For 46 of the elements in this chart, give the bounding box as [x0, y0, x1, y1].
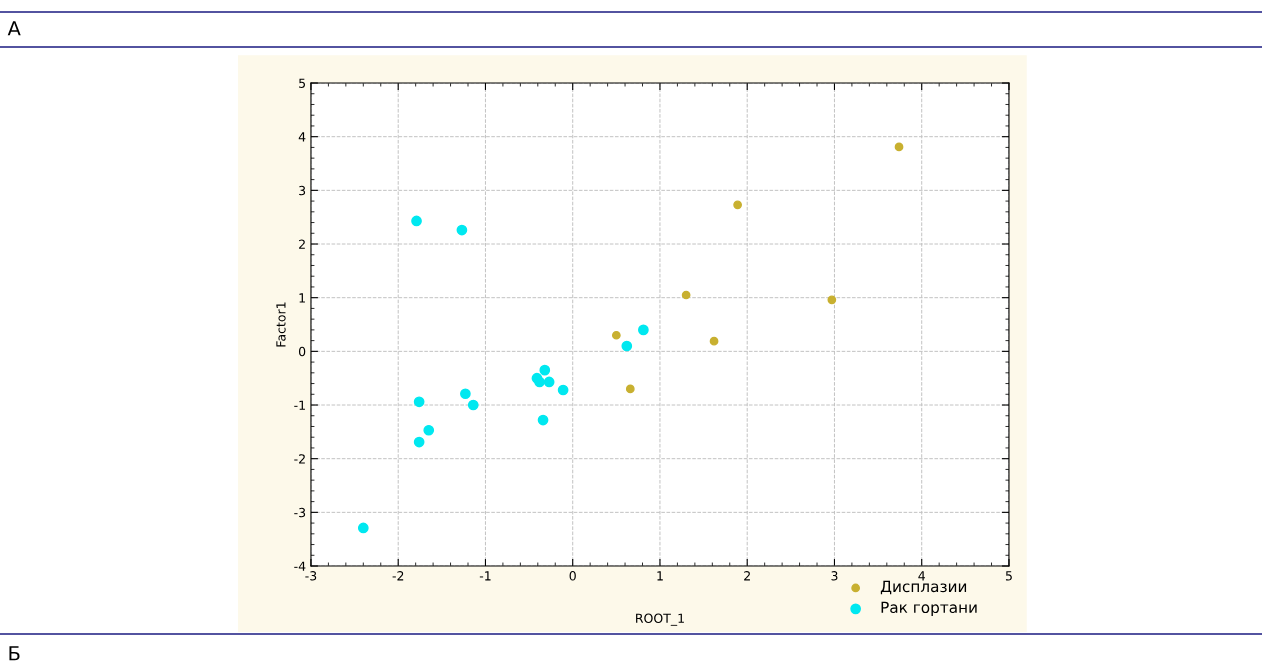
point [413, 436, 425, 448]
y-tick-label: 4 [298, 132, 306, 142]
point [733, 200, 742, 210]
x-tick-label: 4 [918, 571, 925, 581]
y-tick-label: -2 [294, 454, 305, 464]
x-tick-label: 2 [744, 571, 750, 581]
y-tick-label: 2 [299, 239, 305, 249]
point [456, 224, 468, 236]
y-tick-label: 0 [298, 346, 306, 357]
point [467, 399, 479, 411]
x-tick-label: 1 [657, 571, 663, 581]
legend-label: Рак гортани [881, 601, 977, 617]
text: А [7, 21, 21, 36]
text: Б [9, 646, 20, 661]
x-tick-label: -1 [479, 571, 491, 581]
y-tick-label: -4 [294, 561, 306, 571]
point [894, 142, 904, 152]
x-tick-label: -2 [392, 571, 404, 581]
point [357, 522, 369, 534]
y-tick-label: 1 [299, 293, 305, 303]
point [681, 290, 691, 300]
point [557, 384, 569, 396]
point [543, 376, 555, 388]
point [827, 295, 837, 305]
point [625, 384, 635, 394]
x-axis-title: ROOT_1 [636, 613, 684, 626]
x-tick-label: 3 [831, 571, 838, 581]
point [460, 388, 471, 400]
point [709, 336, 719, 346]
point [537, 414, 549, 426]
y-axis-title: Factor1 [276, 302, 286, 347]
y-tick-label: -3 [294, 507, 306, 518]
x-tick-label: 0 [569, 571, 576, 581]
point [638, 324, 649, 336]
point [539, 364, 551, 376]
point [423, 424, 435, 436]
point [621, 340, 633, 352]
legend-label: Дисплазии [880, 580, 967, 595]
y-tick-label: -1 [294, 400, 305, 410]
point [534, 376, 545, 388]
y-tick-label: 5 [299, 78, 305, 88]
point [611, 330, 621, 340]
point [413, 396, 425, 408]
y-tick-label: 3 [299, 185, 306, 196]
x-tick-label: 5 [1005, 571, 1012, 581]
point [411, 215, 422, 227]
